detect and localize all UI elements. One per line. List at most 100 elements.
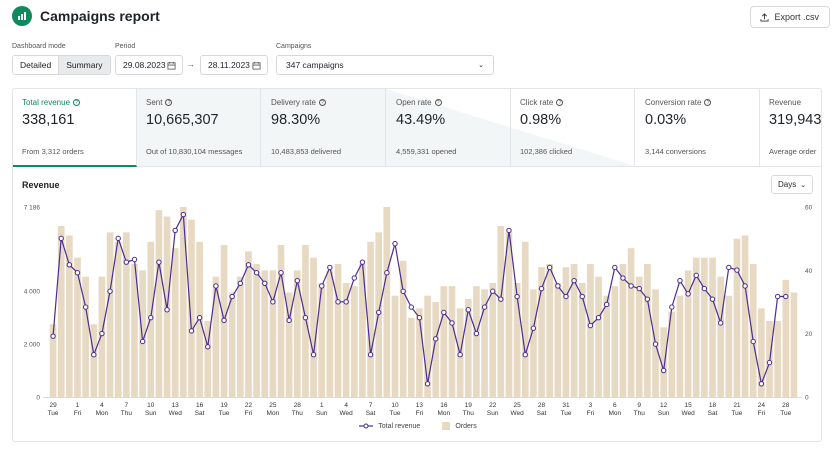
orders-bar <box>82 276 89 397</box>
x-tick-weekday: Mon <box>438 410 451 417</box>
help-icon: ? <box>165 99 173 106</box>
orders-bar <box>717 276 724 397</box>
orders-bar <box>521 241 529 397</box>
orders-bar <box>464 298 472 397</box>
metric-value: 98.30% <box>271 112 321 128</box>
total-revenue-point <box>408 304 414 310</box>
total-revenue-point <box>465 307 471 313</box>
total-revenue-point <box>262 280 268 287</box>
y-tick-label-right: 20 <box>805 331 813 338</box>
y-tick-label-left: 0 <box>36 395 40 402</box>
metric-title: Delivery rate <box>271 98 316 107</box>
dashboard-mode-label: Dashboard mode <box>12 43 66 50</box>
x-tick-weekday: Thu <box>463 410 475 417</box>
total-revenue-point <box>522 351 528 358</box>
metric-open-rate[interactable]: Open rate? 43.49% 4,559,331 opened <box>387 89 511 166</box>
total-revenue-point <box>612 264 618 271</box>
total-revenue-point <box>758 381 765 387</box>
help-icon: ? <box>434 99 442 106</box>
total-revenue-point <box>270 299 276 305</box>
orders-bar <box>359 264 366 397</box>
metric-revenue[interactable]: Revenue 319,943 Average order <box>760 89 822 166</box>
mode-summary[interactable]: Summary <box>59 56 110 74</box>
x-tick-weekday: Mon <box>96 410 109 417</box>
orders-bar <box>302 245 309 397</box>
total-revenue-point <box>164 307 170 313</box>
metric-value: 319,943 <box>769 112 822 128</box>
x-tick-weekday: Fri <box>74 410 82 417</box>
x-tick-weekday: Tue <box>731 410 742 417</box>
total-revenue-point <box>766 359 773 366</box>
metric-sent[interactable]: Sent? 10,665,307 Out of 10,830,104 messa… <box>137 89 261 166</box>
total-revenue-point <box>449 320 455 326</box>
orders-bar <box>627 248 635 397</box>
x-tick-label: 28 <box>782 402 790 409</box>
orders-bar <box>530 289 537 397</box>
y-tick-label-right: 60 <box>805 205 813 212</box>
total-revenue-point <box>579 293 585 300</box>
total-revenue-point <box>620 275 626 281</box>
total-revenue-point <box>229 293 235 300</box>
orders-bar <box>285 292 293 397</box>
campaigns-value: 347 campaigns <box>286 60 344 70</box>
total-revenue-point <box>392 240 398 247</box>
chevron-down-icon: ⌄ <box>800 181 807 189</box>
metric-delivery-rate[interactable]: Delivery rate? 98.30% 10,483,853 deliver… <box>262 89 386 166</box>
total-revenue-point <box>726 264 732 271</box>
x-tick-label: 24 <box>758 402 766 409</box>
x-tick-label: 31 <box>562 402 570 409</box>
orders-bar <box>98 276 106 397</box>
total-revenue-point <box>717 320 724 326</box>
total-revenue-point <box>433 336 439 342</box>
x-tick-weekday: Tue <box>390 410 401 417</box>
upload-icon <box>760 12 770 22</box>
total-revenue-point <box>319 283 325 289</box>
granularity-value: Days <box>778 180 797 189</box>
x-tick-label: 15 <box>684 402 692 409</box>
orders-bar <box>554 283 562 397</box>
legend-total-revenue: Total revenue <box>359 422 420 430</box>
x-tick-label: 29 <box>49 402 57 409</box>
chart-legend: Total revenue Orders <box>13 422 821 430</box>
metric-conversion-rate[interactable]: Conversion rate? 0.03% 3,144 conversions <box>636 89 760 166</box>
orders-bar <box>245 251 252 397</box>
metric-total-revenue[interactable]: Total revenue? 338,161 From 3,312 orders <box>13 89 137 167</box>
orders-bar <box>131 264 138 397</box>
orders-bar <box>416 308 423 397</box>
x-tick-weekday: Fri <box>587 410 595 417</box>
campaigns-select[interactable]: 347 campaigns ⌄ <box>276 55 494 75</box>
orders-bar <box>603 295 611 397</box>
orders-bar <box>155 210 163 397</box>
orders-bar <box>318 283 326 397</box>
x-tick-weekday: Mon <box>608 410 621 417</box>
total-revenue-point <box>587 322 594 329</box>
total-revenue-point <box>441 309 447 316</box>
orders-bar <box>114 241 122 397</box>
export-csv-button[interactable]: Export .csv <box>750 6 830 28</box>
x-tick-label: 4 <box>100 402 104 409</box>
metric-subtext: From 3,312 orders <box>22 147 84 156</box>
orders-bar <box>212 276 220 397</box>
total-revenue-point <box>335 299 341 305</box>
x-tick-weekday: Tue <box>219 410 230 417</box>
x-tick-weekday: Wed <box>340 410 354 417</box>
period-to-input[interactable]: 28.11.2023 <box>200 55 268 75</box>
total-revenue-point <box>107 288 113 294</box>
metric-title: Conversion rate <box>645 98 702 107</box>
metric-title: Sent <box>146 98 163 107</box>
x-tick-weekday: Sun <box>316 410 328 417</box>
total-revenue-point <box>327 264 333 271</box>
total-revenue-point <box>74 270 81 276</box>
orders-bar <box>123 232 130 397</box>
orders-bar <box>611 286 619 397</box>
x-tick-label: 6 <box>613 402 617 409</box>
total-revenue-point <box>416 314 423 321</box>
orders-bar <box>489 283 497 397</box>
x-tick-label: 7 <box>125 402 129 409</box>
mode-detailed[interactable]: Detailed <box>13 56 60 74</box>
orders-bar <box>383 207 391 397</box>
granularity-select[interactable]: Days ⌄ <box>771 175 813 194</box>
period-from-input[interactable]: 29.08.2023 <box>115 55 183 75</box>
metric-click-rate[interactable]: Click rate? 0.98% 102,386 clicked <box>511 89 635 166</box>
total-revenue-point <box>563 293 569 300</box>
